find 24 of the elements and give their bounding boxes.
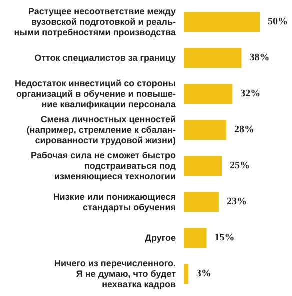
y-tick-label: Отток специалистов за границу [34,53,176,63]
bar [184,84,233,104]
data-label: 25% [230,160,250,172]
data-label: 3% [196,268,212,280]
bar [184,12,260,32]
bar [184,48,242,68]
data-label: 15% [214,232,235,244]
y-tick-label: Смена личностных ценностей (например, стремление к сбалан- сированности трудовой жизни) [26,114,176,146]
bar [184,120,227,140]
data-label: 28% [234,124,255,136]
y-tick-label: Ничего из перечисленного. Я не думаю, что будет нехватка кадров [54,258,177,290]
data-label: 38% [250,52,270,64]
data-label: 32% [240,88,261,100]
y-tick-label: Низкие или понижающиеся стандарты обучения [53,192,176,212]
bar [184,228,207,248]
y-tick-label: Растущее несоответствие между вузовской подготовкой и реаль- ными потребностями производства [14,6,177,38]
y-tick-label: Рабочая сила не сможет быстро подстраиваться под изменяющиеся технологии [30,150,176,182]
bar [184,192,219,212]
y-tick-label: Недостаток инвестиций со стороны организаций в обучение и повыше- ние квалификации персонала [14,78,177,110]
data-label: 50% [268,16,288,28]
bar [184,156,222,176]
data-label: 23% [226,196,247,208]
y-tick-label: Другое [145,233,176,243]
bar [184,264,189,284]
